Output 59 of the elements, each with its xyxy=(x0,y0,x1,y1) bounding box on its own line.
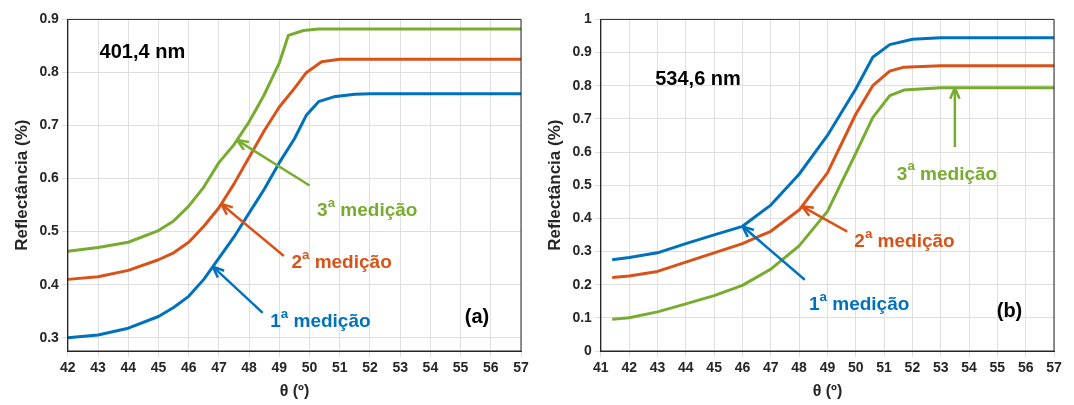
x-tick-label: 54 xyxy=(422,359,439,376)
y-axis-title: Reflectância (%) xyxy=(11,119,31,251)
x-tick-label: 52 xyxy=(362,359,378,376)
y-tick-label: 0 xyxy=(584,341,593,358)
y-tick-label: 0.3 xyxy=(572,242,593,259)
annotation: (b) xyxy=(996,298,1023,321)
y-tick-label: 0.8 xyxy=(39,63,60,80)
x-tick-label: 48 xyxy=(241,359,258,376)
x-tick-label: 56 xyxy=(1017,359,1034,376)
x-tick-label: 50 xyxy=(301,359,318,376)
y-tick-label: 0.5 xyxy=(572,176,593,193)
x-tick-label: 44 xyxy=(678,359,694,376)
y-tick-label: 0.4 xyxy=(572,209,593,226)
x-tick-label: 47 xyxy=(763,359,779,376)
y-tick-label: 0.6 xyxy=(572,142,593,159)
x-tick-label: 50 xyxy=(847,359,864,376)
annotation: (a) xyxy=(464,305,490,328)
y-tick-label: 0.6 xyxy=(39,169,60,186)
x-tick-label: 51 xyxy=(876,359,893,376)
x-tick-label: 43 xyxy=(90,359,107,376)
x-tick-label: 49 xyxy=(271,359,288,376)
y-tick-label: 0.9 xyxy=(39,10,60,27)
y-tick-label: 0.8 xyxy=(572,76,593,93)
y-tick-label: 0.1 xyxy=(572,308,593,325)
y-tick-label: 1 xyxy=(584,10,593,27)
x-tick-label: 45 xyxy=(706,359,723,376)
x-tick-label: 42 xyxy=(621,359,638,376)
x-tick-label: 49 xyxy=(819,359,836,376)
x-tick-label: 48 xyxy=(791,359,808,376)
x-tick-label: 52 xyxy=(904,359,921,376)
x-tick-label: 51 xyxy=(331,359,348,376)
x-tick-label: 55 xyxy=(989,359,1006,376)
x-tick-label: 46 xyxy=(180,359,197,376)
y-tick-label: 0.2 xyxy=(572,275,593,292)
y-tick-label: 0.7 xyxy=(572,109,593,126)
x-tick-label: 56 xyxy=(483,359,499,376)
x-tick-label: 57 xyxy=(1046,359,1062,376)
x-tick-label: 41 xyxy=(593,359,609,376)
x-tick-label: 46 xyxy=(734,359,751,376)
y-tick-label: 0.5 xyxy=(39,222,60,239)
x-axis-title: θ (º) xyxy=(812,381,843,399)
y-tick-label: 0.4 xyxy=(39,275,60,292)
x-axis-title: θ (º) xyxy=(279,381,310,399)
annotation: 401,4 nm xyxy=(99,40,186,63)
x-tick-label: 55 xyxy=(452,359,469,376)
x-tick-label: 43 xyxy=(649,359,666,376)
y-tick-label: 0.7 xyxy=(39,116,60,133)
x-tick-label: 42 xyxy=(60,359,76,376)
x-tick-label: 57 xyxy=(513,359,529,376)
x-tick-label: 54 xyxy=(961,359,978,376)
x-tick-label: 53 xyxy=(932,359,949,376)
y-tick-label: 0.9 xyxy=(572,43,593,60)
x-tick-label: 53 xyxy=(392,359,409,376)
x-tick-label: 47 xyxy=(211,359,227,376)
y-axis-title: Reflectância (%) xyxy=(544,119,564,251)
annotation: 534,6 nm xyxy=(655,66,741,89)
x-tick-label: 44 xyxy=(120,359,137,376)
x-tick-label: 45 xyxy=(150,359,167,376)
y-tick-label: 0.3 xyxy=(39,328,60,345)
